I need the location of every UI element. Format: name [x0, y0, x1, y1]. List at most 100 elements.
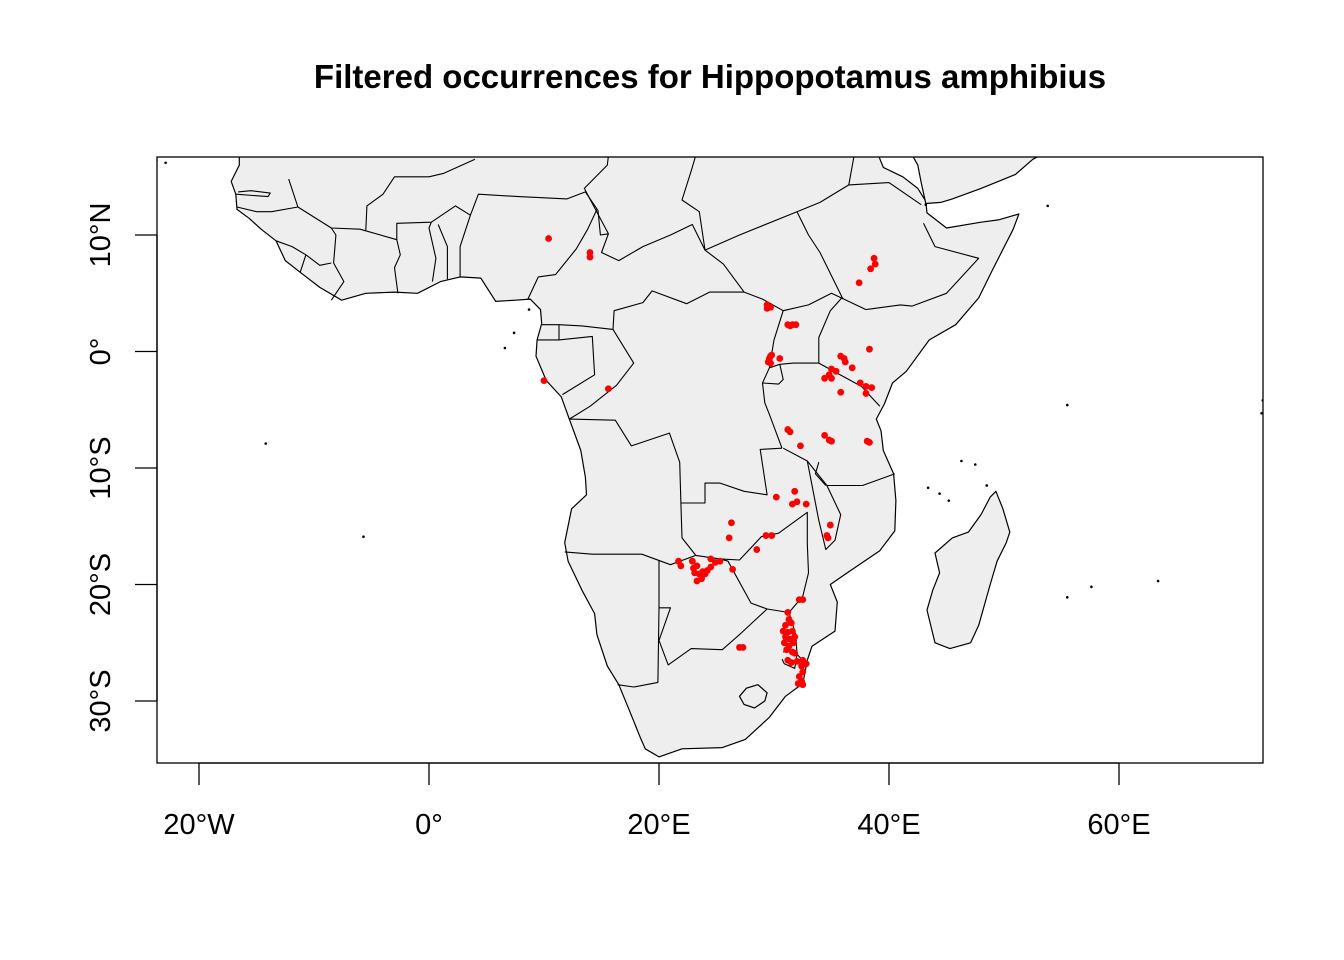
occurrence-point: [790, 639, 797, 647]
country-border: [428, 221, 437, 282]
y-tick-label: 30°S: [85, 669, 117, 732]
island-dot: [264, 442, 268, 445]
occurrence-point: [795, 596, 803, 604]
small-islands: [145, 159, 1263, 599]
island-dot: [362, 535, 365, 539]
country-border: [527, 209, 598, 300]
occurrence-point: [866, 345, 873, 353]
x-tick-label: 40°E: [857, 809, 920, 841]
occurrence-point: [780, 639, 788, 647]
country-border: [236, 178, 299, 213]
island-dot: [1156, 579, 1160, 583]
occurrence-point: [605, 385, 612, 393]
occurrence-point: [545, 235, 552, 242]
x-tick-label: 20°E: [627, 809, 690, 841]
occurrence-point: [789, 627, 796, 635]
occurrence-point: [787, 619, 795, 627]
occurrence-point: [693, 577, 701, 585]
island-dot: [145, 164, 148, 167]
country-border: [569, 329, 635, 420]
island-dot: [926, 486, 930, 490]
island-dot: [1090, 585, 1093, 589]
occurrence-point: [821, 431, 828, 439]
madagascar-island: [926, 490, 1011, 650]
country-border: [658, 558, 768, 666]
x-axis: 20°W 0° 20°E 40°E 60°E: [163, 762, 1151, 841]
occurrence-point: [799, 681, 807, 689]
occurrence-point: [586, 249, 594, 256]
island-dot: [503, 346, 507, 350]
island-dot: [527, 308, 531, 311]
occurrence-point: [824, 534, 832, 542]
island-dot: [1065, 596, 1069, 599]
occurrence-point: [867, 265, 874, 273]
occurrence-point: [856, 379, 864, 387]
occurrence-point: [786, 322, 794, 330]
plot-title: Filtered occurrences for Hippopotamus am…: [313, 58, 1107, 95]
occurrence-point: [866, 438, 873, 446]
occurrence-point: [832, 367, 840, 375]
y-tick-label: 0°: [85, 338, 117, 366]
occurrence-point: [762, 532, 770, 539]
country-border: [848, 182, 922, 206]
occurrence-point: [784, 609, 792, 616]
occurrence-point: [821, 374, 828, 382]
y-tick-label: 20°S: [85, 553, 117, 616]
island-dot: [985, 484, 989, 487]
lesotho-outline: [738, 684, 768, 709]
occurrence-point: [693, 562, 701, 570]
island-dot: [924, 203, 928, 207]
country-border: [769, 362, 881, 407]
occurrence-point: [586, 253, 594, 261]
occurrence-point: [677, 562, 685, 570]
occurrence-point: [688, 557, 696, 565]
africa-continent: [230, 157, 1020, 758]
country-border: [541, 290, 745, 330]
africa-landmass: [230, 157, 1039, 758]
island-dot: [973, 463, 977, 466]
island-dot: [1065, 403, 1069, 407]
occurrence-point: [802, 500, 810, 508]
occurrence-point: [786, 428, 794, 436]
island-dot: [164, 161, 167, 165]
y-tick-label: 10°N: [85, 203, 117, 268]
occurrence-point: [782, 621, 789, 629]
country-border: [814, 462, 827, 486]
x-tick-label: 0°: [415, 809, 443, 841]
occurrence-point: [791, 633, 799, 641]
occurrence-point: [716, 557, 724, 565]
occurrence-points: [540, 235, 879, 689]
island-dot: [938, 492, 941, 495]
occurrence-point: [792, 321, 800, 329]
country-border: [704, 211, 844, 300]
occurrence-point: [728, 519, 735, 527]
country-border: [778, 511, 810, 666]
occurrence-point: [855, 279, 863, 287]
occurrence-point: [826, 521, 834, 529]
country-border: [818, 297, 843, 364]
occurrence-point: [798, 662, 805, 670]
occurrence-point: [763, 304, 771, 312]
island-dot: [1046, 204, 1049, 208]
occurrence-point: [793, 498, 801, 506]
occurrence-point: [725, 534, 733, 542]
country-border: [275, 240, 307, 273]
country-border: [330, 227, 345, 301]
occurrence-point: [791, 649, 799, 657]
occurrence-point: [540, 377, 548, 385]
occurrence-point: [870, 254, 878, 262]
country-border: [681, 157, 706, 251]
arabian-peninsula: [912, 157, 1039, 205]
occurrence-point: [772, 493, 780, 501]
occurrence-point: [707, 563, 715, 571]
occurrence-point: [868, 384, 876, 392]
island-dot: [947, 499, 951, 502]
occurrence-point: [729, 565, 736, 573]
island-dot: [960, 459, 963, 463]
occurrence-point: [848, 364, 856, 372]
occurrence-point: [828, 437, 835, 445]
country-border: [806, 460, 842, 551]
occurrence-point: [828, 374, 835, 382]
occurrence-point: [837, 388, 845, 396]
